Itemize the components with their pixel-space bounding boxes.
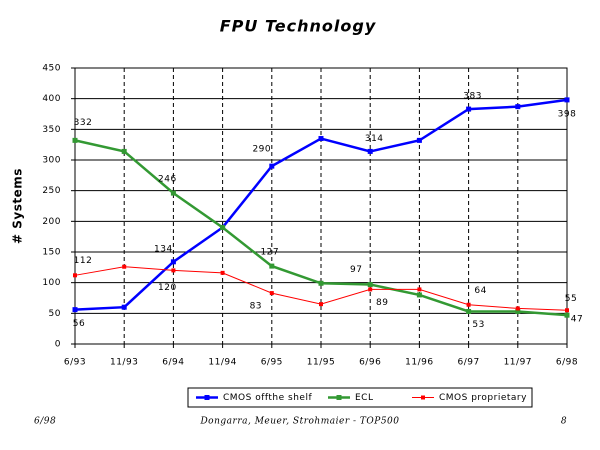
data-label: 398 [558,109,577,119]
data-label: 383 [463,92,482,102]
point-marker [417,287,422,292]
data-label: 53 [472,320,484,330]
y-tick-label: 250 [42,186,61,196]
y-tick-label: 150 [42,248,61,258]
x-tick-label: 6/93 [64,358,86,368]
point-marker [367,148,373,154]
point-marker [367,282,373,288]
point-marker [122,264,127,269]
data-label: 112 [74,256,93,266]
data-label: 97 [350,265,362,275]
x-tick-label: 11/97 [504,358,532,368]
x-tick-label: 11/95 [307,358,335,368]
data-label: 314 [365,134,384,144]
x-tick-label: 6/97 [457,358,479,368]
y-tick-label: 200 [42,217,61,227]
point-marker [220,270,225,275]
point-marker [170,190,176,196]
data-label: 56 [73,319,85,329]
point-marker [121,304,127,310]
y-tick-label: 100 [42,278,61,288]
x-tick-label: 11/93 [110,358,138,368]
data-label: 332 [74,118,93,128]
data-label: 246 [158,175,177,185]
point-marker [72,137,78,143]
point-marker [466,106,472,112]
legend-label: CMOS offthe shelf [223,393,312,403]
chart-title: FPU Technology [220,17,377,36]
point-marker [269,291,274,296]
data-label: 64 [474,286,486,296]
point-marker [565,308,569,313]
legend-label: ECL [355,393,374,403]
legend-box [187,387,533,408]
x-tick-label: 11/96 [405,358,433,368]
point-marker [220,224,226,230]
point-marker [515,306,520,311]
data-label: 127 [260,248,279,258]
point-marker [73,273,77,278]
point-marker [368,287,373,292]
point-marker [121,148,127,154]
x-tick-label: 6/95 [261,358,283,368]
point-marker [269,163,275,169]
y-tick-label: 300 [42,156,61,166]
y-tick-label: 400 [42,94,61,104]
data-label: 89 [376,298,388,308]
data-label: 120 [158,283,177,293]
x-tick-label: 6/96 [359,358,381,368]
legend-marker [336,395,342,400]
footer-date: 6/98 [34,417,56,427]
point-marker [515,104,521,110]
data-label: 134 [154,244,173,254]
x-tick-label: 6/98 [556,358,578,368]
y-tick-label: 450 [42,64,61,74]
point-marker [466,308,472,314]
point-marker [515,308,521,314]
point-marker [269,263,275,269]
point-marker [72,307,78,313]
point-marker [318,136,324,142]
footer-page: 8 [561,417,567,427]
point-marker [416,137,422,143]
point-marker [416,292,422,298]
legend-marker [204,395,210,400]
data-label: 47 [571,315,583,325]
data-label: 83 [250,302,262,312]
point-marker [466,302,471,307]
y-axis-label: # Systems [11,168,25,244]
x-tick-label: 11/94 [208,358,236,368]
data-label: 290 [252,145,271,155]
x-tick-label: 6/94 [162,358,184,368]
point-marker [318,280,324,286]
legend-marker [421,395,425,400]
y-tick-label: 50 [49,309,61,319]
point-marker [319,302,323,307]
y-tick-label: 0 [55,340,61,350]
footer-credit: Dongarra, Meuer, Strohmaier - TOP500 [199,417,399,427]
point-marker [171,268,176,273]
data-label: 55 [565,294,577,304]
point-marker [564,312,570,318]
y-tick-label: 350 [42,125,61,135]
point-marker [564,97,570,103]
point-marker [170,259,176,265]
legend-label: CMOS proprietary [439,393,527,403]
